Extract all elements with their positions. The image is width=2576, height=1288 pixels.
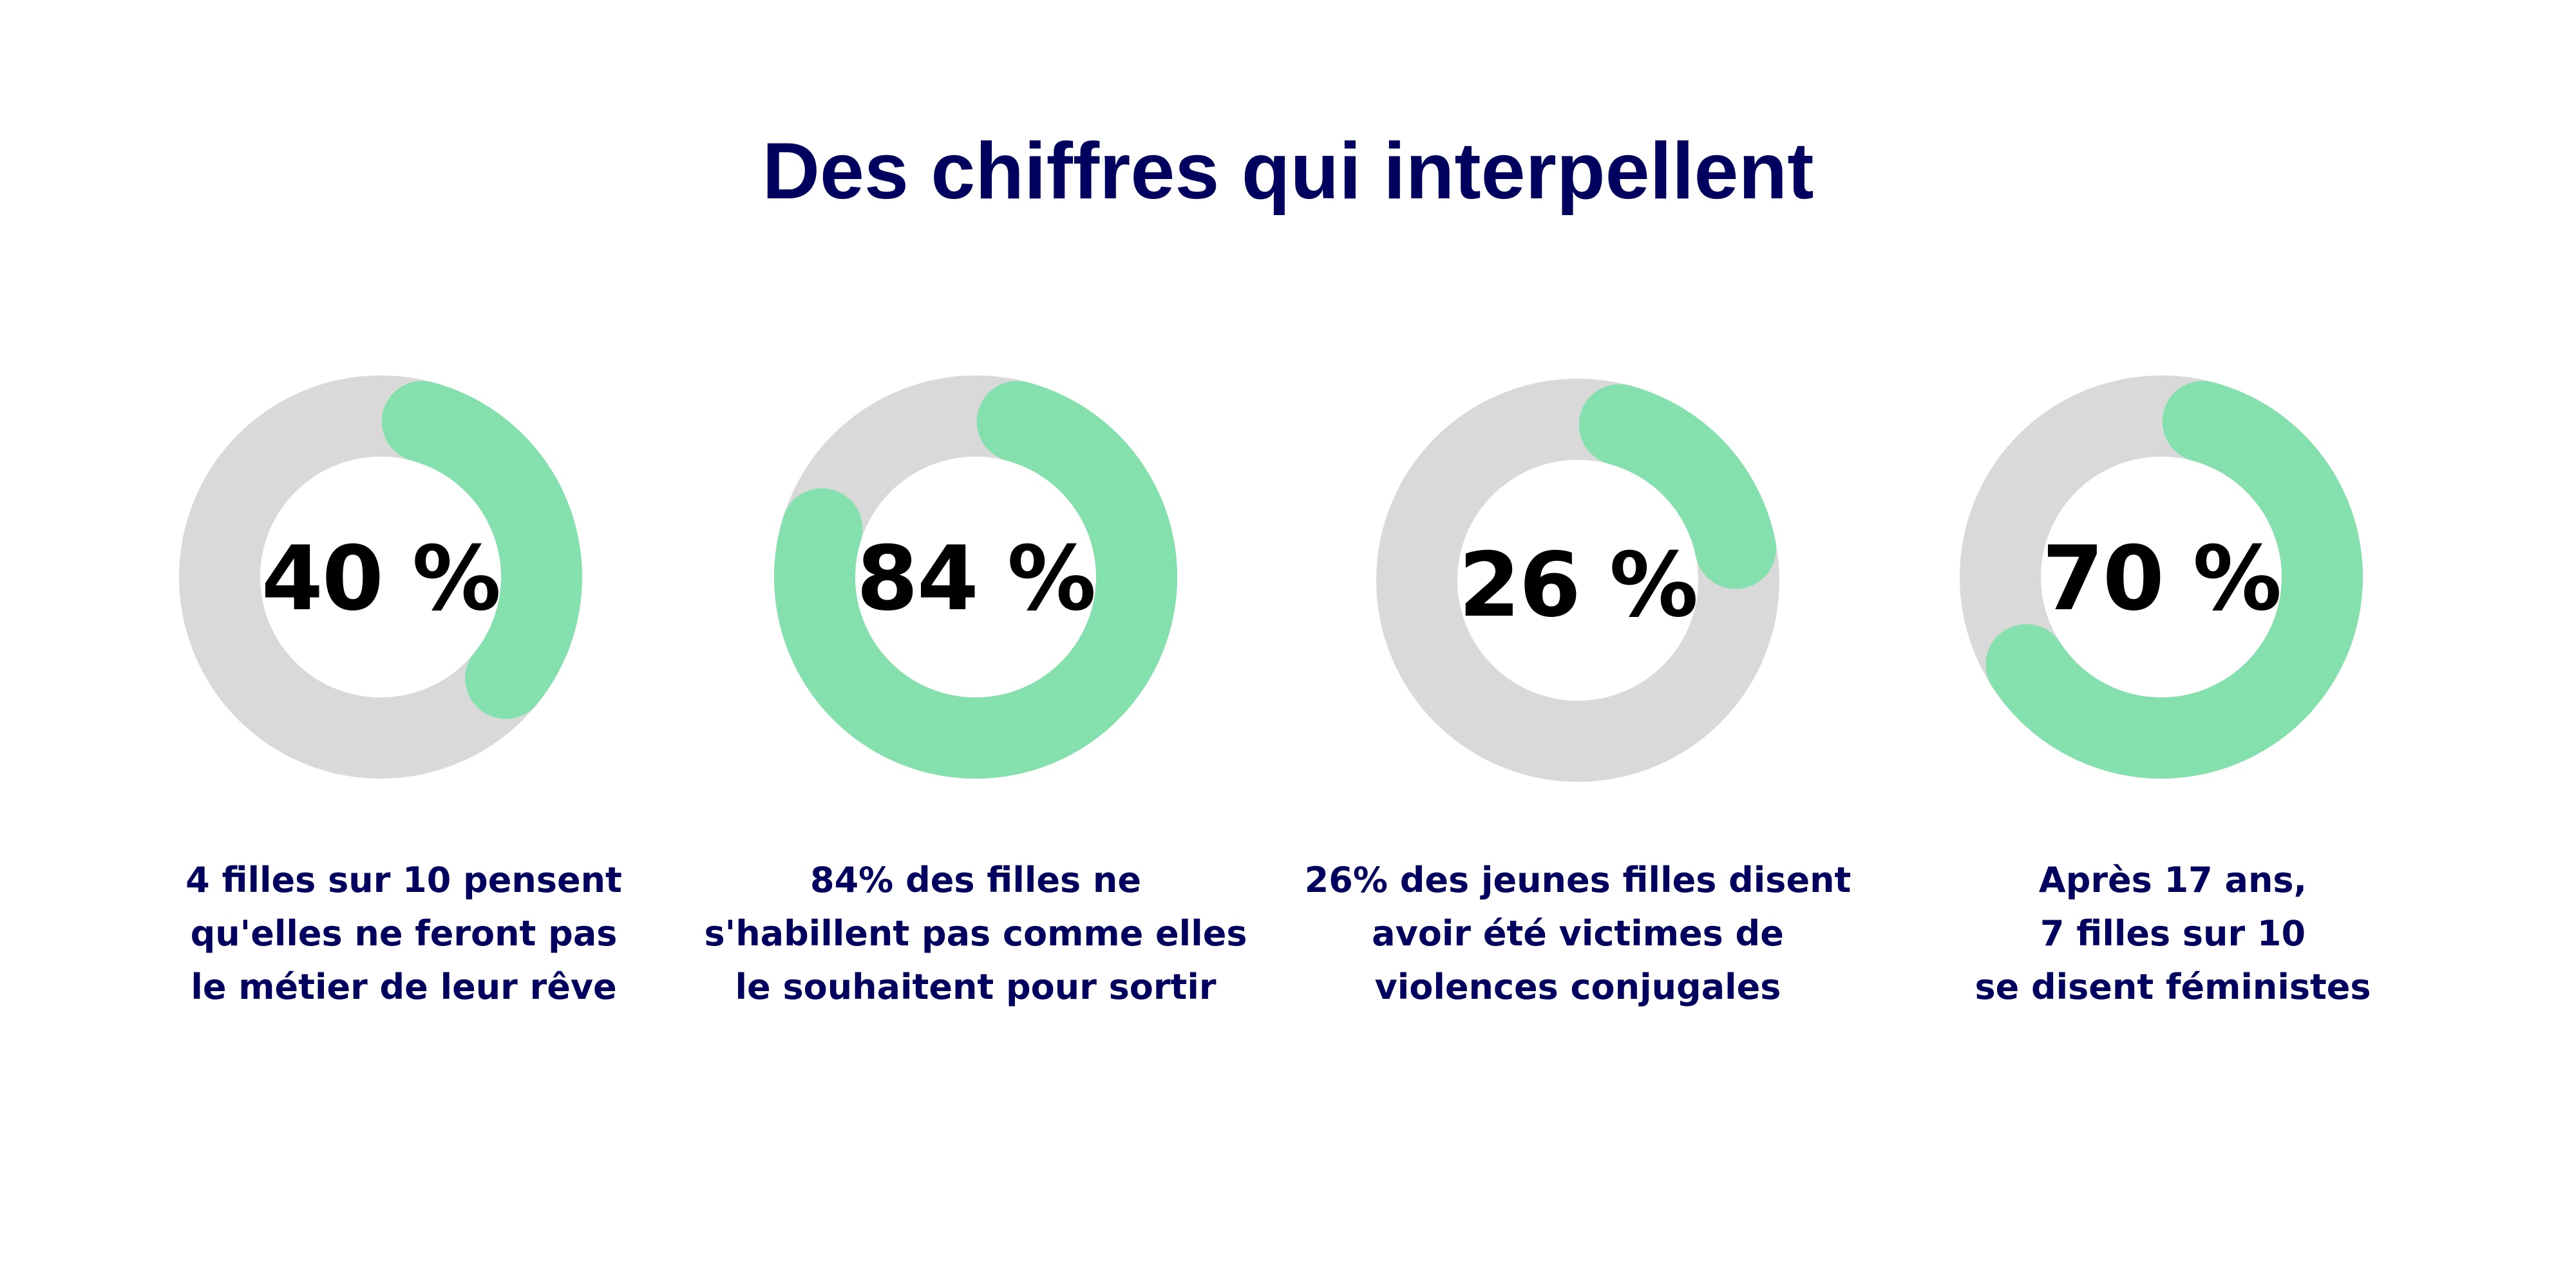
donut-value-label: 40 % (261, 527, 501, 630)
caption-line: s'habillent pas comme elles (704, 913, 1247, 954)
page-title: Des chiffres qui interpellent (762, 127, 1814, 216)
caption-line: qu'elles ne feront pas (190, 913, 618, 954)
caption-line: se disent féministes (1975, 967, 2371, 1007)
caption-line: Après 17 ans, (2038, 860, 2307, 900)
caption-line: avoir été victimes de (1372, 913, 1784, 954)
donut-value-label: 84 % (856, 527, 1096, 630)
caption-line: le souhaitent pour sortir (735, 967, 1217, 1007)
donut-value-arc (1985, 381, 2363, 779)
caption: 26% des jeunes filles disent avoir été v… (1256, 853, 1900, 1014)
caption-line: le métier de leur rêve (191, 967, 617, 1007)
caption: 4 filles sur 10 pensent qu'elles ne fero… (82, 853, 726, 1014)
caption-line: 7 filles sur 10 (2040, 913, 2306, 954)
caption-line: 26% des jeunes filles disent (1304, 860, 1852, 900)
caption: 84% des filles ne s'habillent pas comme … (654, 853, 1298, 1014)
caption-line: violences conjugales (1374, 967, 1781, 1007)
caption: Après 17 ans, 7 filles sur 10 se disent … (1851, 853, 2495, 1014)
donut-value-arc (774, 381, 1177, 779)
donut-value-label: 26 % (1458, 533, 1698, 637)
caption-line: 84% des filles ne (810, 860, 1141, 900)
donut-value-arc (381, 381, 582, 719)
caption-line: 4 filles sur 10 pensent (185, 860, 622, 900)
donut-value-label: 70 % (2041, 527, 2282, 630)
donut-value-arc (1578, 384, 1777, 589)
